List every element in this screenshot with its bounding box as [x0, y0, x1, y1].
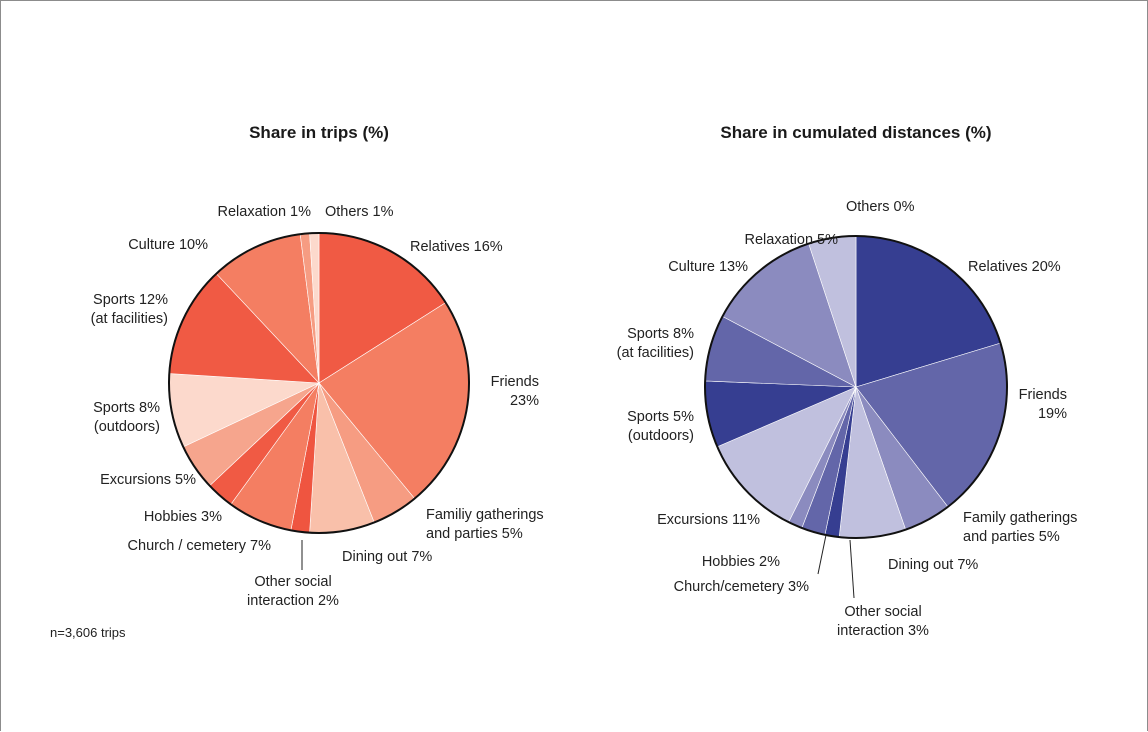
slice-label-other-social-interaction: Other social interaction 2% [247, 574, 339, 609]
slice-label-church-cemetery: Church / cemetery 7% [128, 538, 272, 554]
slice-label-friends: Friends 19% [1019, 387, 1067, 422]
slice-label-excursions: Excursions 11% [657, 512, 760, 528]
slice-label-relaxation: Relaxation 5% [745, 232, 839, 248]
chart-title-trips: Share in trips (%) [249, 123, 389, 142]
pie-outline [704, 235, 1008, 539]
leader-line-other-social-interaction [849, 539, 855, 599]
slice-label-friends: Friends 23% [491, 374, 539, 409]
slice-label-culture: Culture 13% [668, 259, 748, 275]
pie-chart-trips: Share in trips (%) Relatives 16% Friends 2… [50, 123, 544, 640]
slice-label-excursions: Excursions 5% [100, 472, 196, 488]
chart-title-distances: Share in cumulated distances (%) [720, 123, 991, 142]
leader-line-church-cemetery [817, 534, 827, 575]
slice-label-hobbies: Hobbies 2% [702, 554, 780, 570]
sample-size-note: n=3,606 trips [50, 625, 126, 640]
slice-label-hobbies: Hobbies 3% [144, 509, 222, 525]
slice-label-culture: Culture 10% [128, 237, 208, 253]
slice-label-sports-at-facilities: Sports 8% (at facilities) [617, 326, 694, 361]
slice-label-family-gatherings-and-parties: Family gatherings and parties 5% [963, 510, 1077, 545]
pie-chart-distances: Share in cumulated distances (%) Relativ… [617, 123, 1078, 639]
slice-label-familiy-gatherings-and-parties: Familiy gatherings and parties 5% [426, 507, 544, 542]
slice-label-sports-at-facilities: Sports 12% (at facilities) [91, 292, 168, 327]
slice-label-other-social-interaction: Other social interaction 3% [837, 604, 929, 639]
pie-outline [168, 232, 470, 534]
slice-label-relatives: Relatives 16% [410, 239, 503, 255]
slice-label-dining-out: Dining out 7% [888, 557, 978, 573]
slice-label-sports-outdoors: Sports 5% (outdoors) [627, 409, 694, 444]
slice-label-relaxation: Relaxation 1% [218, 204, 312, 220]
slice-label-dining-out: Dining out 7% [342, 549, 432, 565]
slice-label-relatives: Relatives 20% [968, 259, 1061, 275]
slice-label-others: Others 0% [846, 199, 915, 215]
slice-label-church-cemetery: Church/cemetery 3% [674, 579, 809, 595]
slice-label-others: Others 1% [325, 204, 394, 220]
slice-label-sports-outdoors: Sports 8% (outdoors) [93, 400, 160, 435]
